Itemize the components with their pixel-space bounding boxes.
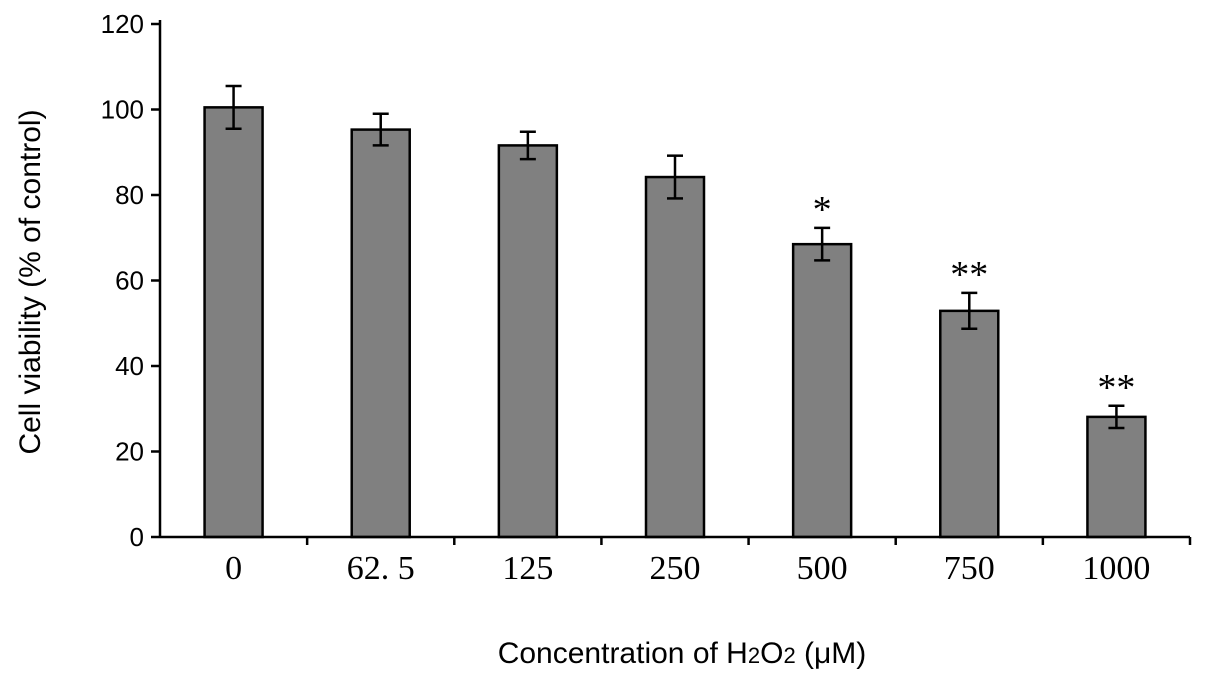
significance-mark: * [813, 189, 832, 231]
bar [644, 175, 706, 539]
x-tick-label: 0 [225, 550, 242, 587]
y-tick-label: 40 [115, 351, 144, 381]
bar [203, 106, 264, 539]
bar [791, 242, 853, 539]
y-tick-label: 60 [115, 266, 144, 296]
bar [497, 144, 559, 539]
y-tick-label: 100 [101, 95, 144, 125]
x-tick-label: 750 [944, 550, 995, 587]
significance-mark: ** [950, 254, 988, 296]
x-tick-label: 500 [797, 550, 848, 587]
x-tick-label: 62. 5 [347, 550, 415, 587]
x-axis-title: Concentration of H2O2 (μM) [498, 637, 867, 670]
bar [1086, 415, 1147, 539]
significance-mark: ** [1097, 367, 1135, 409]
bar [939, 309, 1000, 539]
y-tick-label: 120 [101, 9, 144, 39]
x-tick-label: 125 [502, 550, 553, 587]
bar [350, 128, 411, 539]
x-tick-label: 1000 [1082, 550, 1150, 587]
y-tick-label: 0 [130, 522, 144, 552]
x-tick-label: 250 [650, 550, 701, 587]
axes-layer [151, 20, 1192, 545]
y-tick-label: 80 [115, 180, 144, 210]
y-axis-title: Cell viability (% of control) [14, 109, 47, 454]
error-bars-layer [225, 84, 1125, 430]
y-tick-label: 20 [115, 437, 144, 467]
